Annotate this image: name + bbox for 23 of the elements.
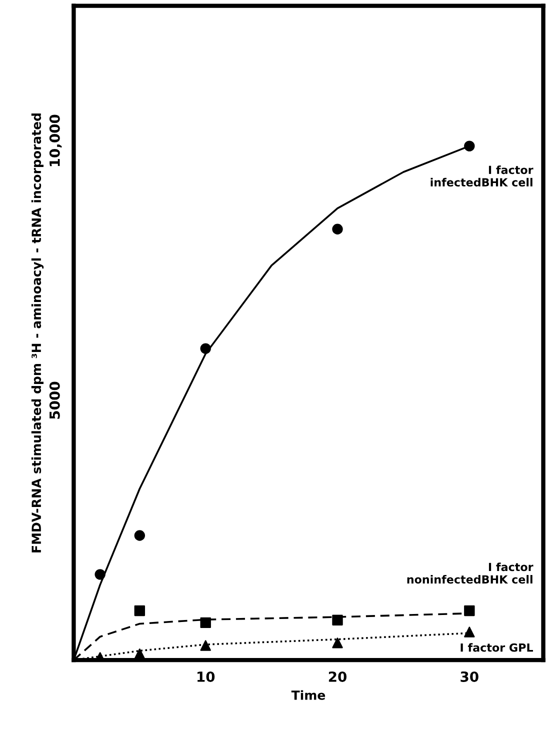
x-axis-title: Time (291, 690, 326, 700)
point (134, 530, 146, 541)
point (200, 617, 211, 628)
x-tick-label: 10 (198, 671, 215, 682)
x-tick-label: 30 (460, 671, 478, 682)
x-tick-label: 20 (328, 671, 347, 682)
point (464, 626, 475, 638)
text: I factor noninfectedBHK cell (407, 562, 534, 584)
y-tick-label: 5000 (49, 382, 60, 419)
y-tick-label: 10,000 (49, 114, 62, 166)
point (200, 343, 211, 354)
y-axis-title: FMDV-RNA stimulated dpm ³H - aminoacyl - tRNA incorporated (31, 114, 44, 552)
text: I factor infectedBHK cell (430, 165, 534, 187)
point (332, 224, 343, 234)
point (134, 605, 146, 616)
point (332, 638, 343, 648)
point (332, 614, 343, 626)
point (134, 648, 146, 660)
point (464, 605, 475, 616)
series-label: I factor GPL (460, 643, 533, 652)
point (200, 640, 211, 651)
point (94, 569, 106, 580)
point (464, 140, 475, 152)
